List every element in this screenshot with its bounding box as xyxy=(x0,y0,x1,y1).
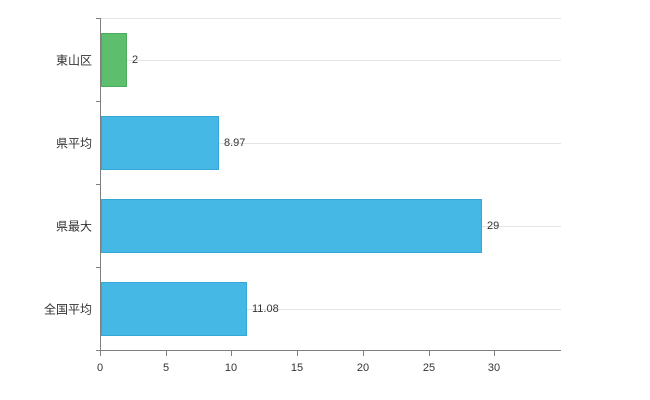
bar xyxy=(101,116,219,170)
x-axis-tick xyxy=(166,351,167,356)
category-label: 県平均 xyxy=(55,136,92,151)
x-tick-label: 10 xyxy=(224,362,238,374)
y-axis-tick xyxy=(96,18,100,19)
bar xyxy=(101,282,247,336)
y-axis-tick xyxy=(96,350,100,351)
x-axis-tick xyxy=(297,351,298,356)
y-axis-line xyxy=(100,18,101,350)
category-label: 東山区 xyxy=(55,53,92,68)
bar-value-label: 29 xyxy=(487,220,500,232)
x-tick-label: 15 xyxy=(290,362,304,374)
bar xyxy=(101,33,127,87)
x-axis-tick xyxy=(494,351,495,356)
x-tick-label: 5 xyxy=(162,362,170,374)
bar xyxy=(101,199,482,253)
gridline xyxy=(101,143,561,144)
x-axis-tick xyxy=(363,351,364,356)
bar-value-label: 11.08 xyxy=(252,303,279,315)
x-axis-tick xyxy=(231,351,232,356)
category-label: 県最大 xyxy=(55,219,92,234)
x-tick-label: 0 xyxy=(96,362,104,374)
y-axis-tick xyxy=(96,101,100,102)
category-label: 全国平均 xyxy=(43,302,92,317)
x-tick-label: 20 xyxy=(356,362,370,374)
gridline xyxy=(101,60,561,61)
gridline xyxy=(101,18,561,19)
x-axis-tick xyxy=(429,351,430,356)
x-axis-tick xyxy=(100,351,101,356)
x-tick-label: 30 xyxy=(487,362,501,374)
x-tick-label: 25 xyxy=(422,362,436,374)
y-axis-tick xyxy=(96,184,100,185)
bar-value-label: 8.97 xyxy=(224,137,246,149)
x-axis-line xyxy=(100,350,561,351)
y-axis-tick xyxy=(96,267,100,268)
bar-value-label: 2 xyxy=(132,54,139,66)
gridline xyxy=(101,309,561,310)
